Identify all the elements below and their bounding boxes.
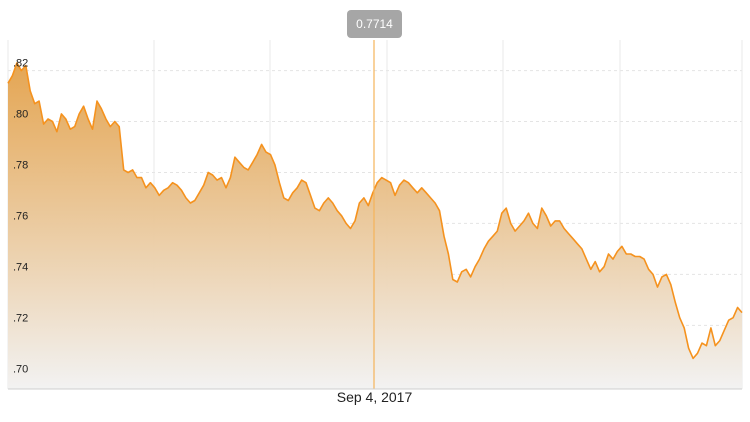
series-line bbox=[7, 62, 743, 360]
y-tick-label: .74 bbox=[13, 261, 28, 273]
x-axis-date-label: Sep 4, 2017 bbox=[337, 389, 413, 405]
tooltip-value: 0.7714 bbox=[356, 17, 393, 31]
y-tick-label: .78 bbox=[13, 159, 28, 171]
area-fill bbox=[8, 62, 742, 390]
y-axis-labels: .82 .80 .78 .76 .74 .72 .70 bbox=[13, 58, 28, 376]
tooltip-background bbox=[347, 10, 402, 38]
y-tick-label: .80 bbox=[13, 109, 28, 121]
y-tick-label: .76 bbox=[13, 210, 28, 222]
tooltip: 0.7714 bbox=[347, 10, 402, 38]
y-tick-label: .82 bbox=[13, 58, 28, 70]
y-tick-label: .72 bbox=[13, 312, 28, 324]
y-tick-label: .70 bbox=[13, 363, 28, 375]
